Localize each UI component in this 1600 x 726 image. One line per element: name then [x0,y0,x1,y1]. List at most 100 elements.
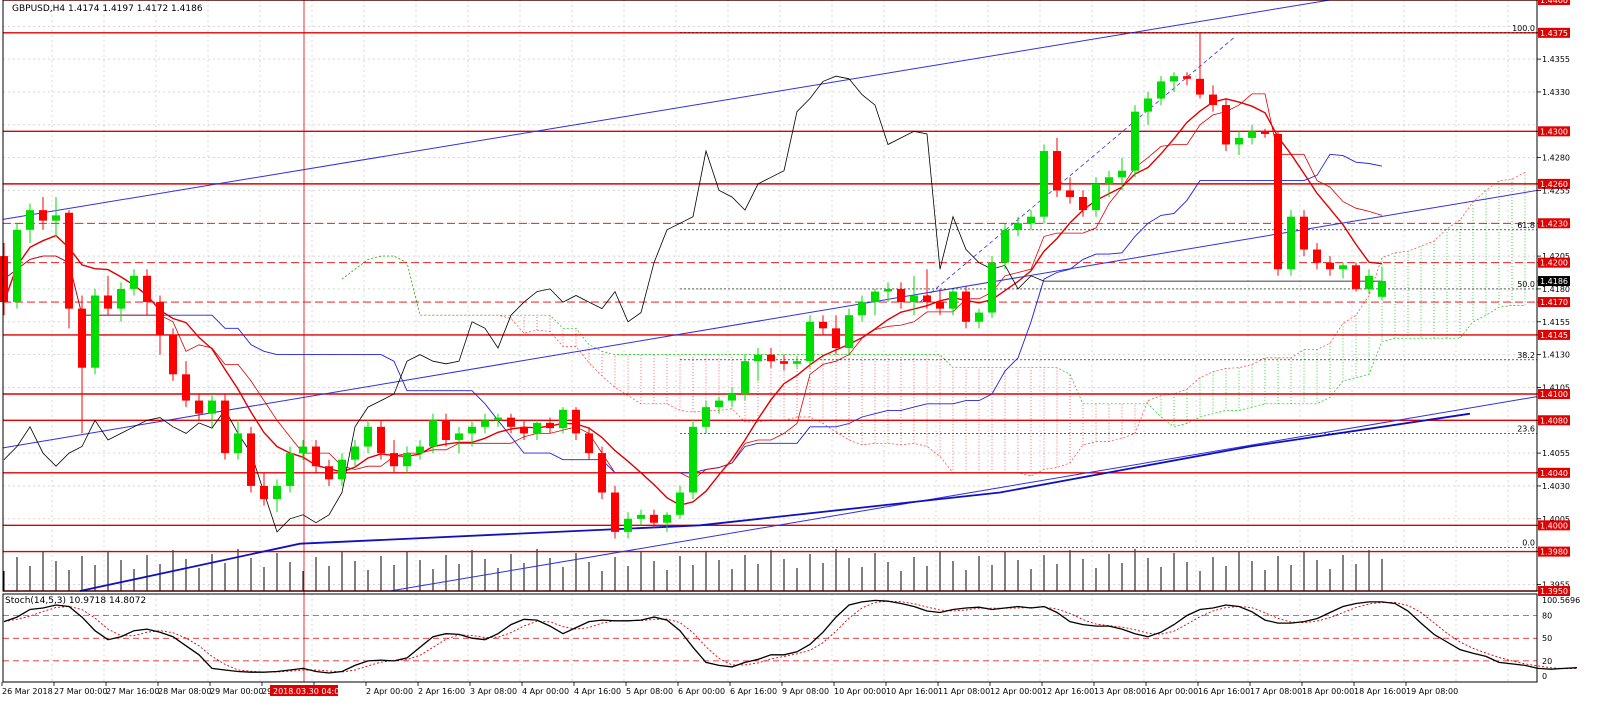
cursor-time-tag [270,685,338,696]
ichimoku-cloud [341,172,1526,477]
current-price-tag [1538,276,1570,287]
level-price-label: 1.4040 [1540,469,1568,478]
stoch-tick-label: 20 [1542,657,1552,666]
level-price-tag [1538,415,1570,426]
candle-bear [1313,249,1321,263]
candle-bull [1040,151,1048,217]
candle-bull [26,210,34,230]
level-price-label: 1.4400 [1540,0,1568,5]
time-tick-label: 29 Mar 00:00 [210,687,263,696]
candle-bear [442,420,450,440]
candle-bear [39,210,47,221]
level-price-tag [1538,297,1570,308]
time-tick-label: 18 Apr 16:00 [1354,687,1406,696]
candle-bull [1014,223,1022,230]
candle-bull [364,426,372,447]
candle-bull [299,446,307,454]
fib-label: 38.2 [1517,351,1535,360]
candle-bear [520,426,528,434]
candle-bear [0,256,8,303]
price-tick-label: 1.4280 [1542,154,1570,163]
candle-bull [91,295,99,368]
candle-bull [455,433,463,440]
chart-frame [2,0,1538,683]
candle-bear [962,291,970,322]
candle-bull [728,394,736,401]
candle-bull [559,409,567,429]
stoch-tick-label: 0 [1542,672,1547,681]
time-tick-label: 13 Apr 08:00 [1094,687,1146,696]
level-price-label: 1.4260 [1540,180,1568,189]
candle-bear [312,446,320,467]
candle-bear [377,426,385,454]
candle-bear [325,466,333,480]
candle-bull [741,361,749,394]
time-tick-label: 3 Apr 08:00 [470,687,517,696]
candle-bull [858,302,866,316]
time-tick-label: 27 Mar 00:00 [54,687,107,696]
ma-line [3,98,1383,506]
level-price-label: 1.4200 [1540,259,1568,268]
time-tick-label: 17 Apr 08:00 [1250,687,1302,696]
candle-bear [260,485,268,500]
senkou-a-line [341,172,1526,477]
candle-bull [13,229,21,303]
stoch-signal-line [3,600,1578,673]
fib-label: 50.0 [1517,280,1535,289]
level-price-tag [1538,0,1570,5]
candle-bear [182,374,190,401]
candle-bull [754,354,762,362]
volume-bars [3,549,1383,591]
time-tick-label: 11 Apr 08:00 [938,687,990,696]
candle-bull [1378,281,1386,297]
fib-label: 61.8 [1517,221,1535,230]
price-tick-label: 1.4205 [1542,252,1570,261]
candle-bull [468,426,476,434]
candle-bear [1274,133,1282,270]
candle-bear [780,361,788,364]
candle-bull [1092,183,1100,211]
candle-bear [156,302,164,335]
candle-bear [936,302,944,309]
time-tick-label: 19 Apr 08:00 [1406,687,1458,696]
candle-bull [416,446,424,454]
candle-bear [1079,197,1087,211]
price-tick-label: 1.4130 [1542,351,1570,360]
candle-bear [1053,151,1061,191]
chikou-line [3,75,1382,533]
ohlc-label: 1.4174 1.4197 1.4172 1.4186 [68,4,203,14]
time-tick-label: 18 Apr 00:00 [1302,687,1354,696]
time-tick-label: 26 Mar 2018 [2,687,53,696]
level-price-label: 1.4170 [1540,298,1568,307]
candle-bear [104,295,112,309]
time-tick-label: 2 Apr 00:00 [366,687,413,696]
candle-bull [429,420,437,447]
candle-bull [975,312,983,322]
level-price-label: 1.3950 [1540,587,1568,596]
candle-bear [1300,216,1308,250]
candle-bear [247,433,255,486]
stoch-main-line [3,599,1578,674]
candle-bear [897,288,905,303]
time-tick-label: 12 Apr 16:00 [1042,687,1094,696]
candles[interactable] [0,32,1386,539]
candle-bear [195,400,203,414]
candle-bear [923,295,931,303]
candle-bear [572,409,580,434]
time-tick-label: 28 Mar 08:00 [158,687,211,696]
candle-bear [78,308,86,368]
time-tick-label: 12 Apr 00:00 [990,687,1042,696]
candle-bull [1027,216,1035,224]
candle-bull [949,291,957,309]
fib-label: 23.6 [1517,424,1535,433]
level-price-tag [1538,126,1570,137]
level-price-tag [1538,389,1570,399]
stoch-tick-label: 100.5696 [1542,596,1580,605]
price-tick-label: 1.4155 [1542,318,1570,327]
candle-bull [273,485,281,500]
fib-label: 100.0 [1512,24,1535,33]
candle-bear [1196,78,1204,95]
candle-bear [819,321,827,329]
time-tick-label: 4 Apr 16:00 [574,687,621,696]
